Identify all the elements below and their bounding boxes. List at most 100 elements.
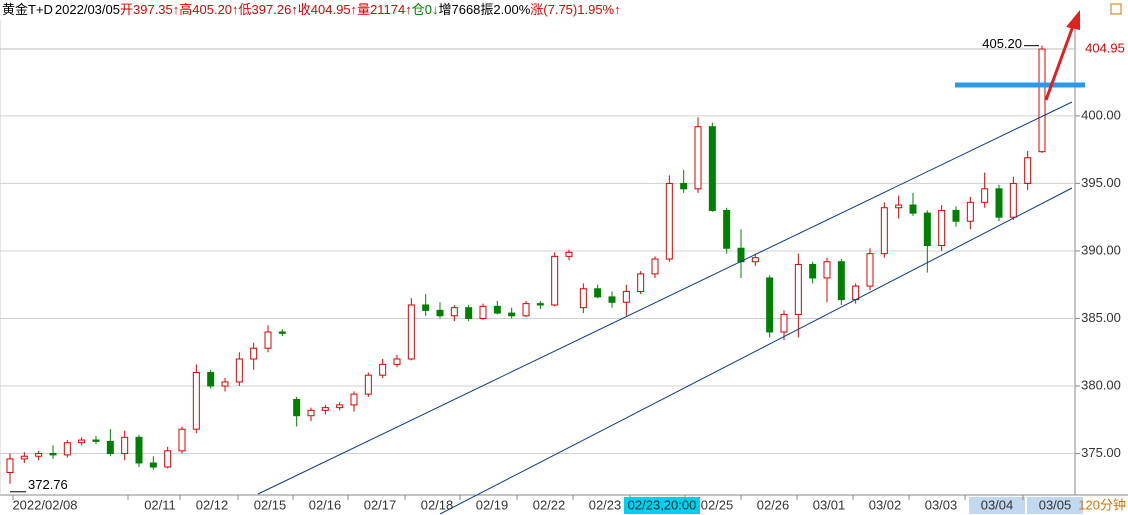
candle-body bbox=[1024, 157, 1032, 184]
period-label: 120分钟 bbox=[1078, 497, 1126, 512]
last-price-label: 404.95 bbox=[1085, 40, 1125, 55]
header-item: 开397.35↑ bbox=[120, 2, 179, 17]
candle-body bbox=[1009, 182, 1017, 218]
grid: 375.00 380.00 385.00 390.00 395.00 400.00 404.… bbox=[0, 40, 1125, 460]
channel-upper bbox=[257, 101, 1073, 495]
header-item: 仓0↓ bbox=[412, 2, 439, 17]
y-tick-label: 395.00 bbox=[1081, 175, 1121, 190]
candle-body bbox=[880, 207, 888, 255]
candle-body bbox=[149, 462, 157, 468]
candle-body bbox=[895, 204, 903, 209]
candle-body bbox=[350, 393, 358, 406]
candle-body bbox=[422, 304, 430, 311]
candle-body bbox=[723, 209, 731, 249]
candle-body bbox=[866, 253, 874, 287]
candle-body bbox=[594, 288, 602, 298]
candle-body bbox=[49, 453, 57, 456]
x-tick-label: 2022/02/08 bbox=[12, 497, 77, 512]
candle-body bbox=[522, 303, 530, 317]
y-tick-label: 390.00 bbox=[1081, 242, 1121, 257]
x-tick-label: 02/22 bbox=[533, 497, 566, 512]
y-tick-label: 385.00 bbox=[1081, 310, 1121, 325]
y-tick-label: 380.00 bbox=[1081, 377, 1121, 392]
x-tick-label: 02/18 bbox=[421, 497, 454, 512]
x-tick-label: 03/04 bbox=[981, 497, 1014, 512]
x-tick-label: 03/02 bbox=[869, 497, 902, 512]
header: 黄金T+D 2022/03/05开397.35↑高405.20↑低397.26↑收… bbox=[2, 2, 621, 17]
candle-body bbox=[479, 305, 487, 319]
x-tick-label: 02/23,20:00 bbox=[628, 497, 697, 512]
header-item: 振2.00% bbox=[480, 2, 530, 17]
x-tick-label: 02/26 bbox=[757, 497, 790, 512]
candle-body bbox=[364, 374, 372, 395]
candle-body bbox=[63, 442, 71, 456]
candle-body bbox=[6, 458, 14, 473]
candle-body bbox=[493, 305, 501, 314]
header-item: 高405.20↑ bbox=[179, 2, 238, 17]
candle-body bbox=[121, 436, 129, 455]
header-item: 黄金T+D bbox=[2, 2, 53, 17]
candle-body bbox=[336, 404, 344, 409]
candle-body bbox=[379, 363, 387, 376]
x-tick-label: 02/17 bbox=[364, 497, 397, 512]
candle-body bbox=[665, 182, 673, 260]
x-tick-label: 02/16 bbox=[309, 497, 342, 512]
candle-body bbox=[178, 428, 186, 452]
arrow-head bbox=[1066, 10, 1080, 30]
x-tick-label: 03/05 bbox=[1039, 497, 1072, 512]
y-tick-label: 400.00 bbox=[1081, 107, 1121, 122]
candle-body bbox=[207, 372, 215, 387]
candle-body bbox=[923, 212, 931, 247]
header-text: 黄金T+D 2022/03/05开397.35↑高405.20↑低397.26↑收… bbox=[2, 2, 621, 17]
header-item: 收404.95↑ bbox=[298, 2, 357, 17]
high-label: 405.20 bbox=[982, 36, 1022, 51]
corner-icon[interactable] bbox=[1110, 3, 1122, 15]
candle-body bbox=[579, 288, 587, 309]
candle-body bbox=[293, 399, 301, 417]
candle-body bbox=[1038, 48, 1046, 153]
x-highlight bbox=[969, 497, 1025, 514]
candle-body bbox=[192, 372, 200, 430]
y-tick-label: 375.00 bbox=[1081, 445, 1121, 460]
candle-body bbox=[393, 358, 401, 365]
x-axis: 2022/02/08 02/11 02/12 02/15 02/16 02/17 02/18… bbox=[12, 495, 1126, 514]
header-item: 量21174↑ bbox=[357, 2, 412, 17]
candle-body bbox=[536, 303, 544, 306]
x-tick-label: 03/01 bbox=[813, 497, 846, 512]
candle-body bbox=[637, 273, 645, 292]
candle-body bbox=[164, 450, 172, 468]
candle-body bbox=[307, 409, 315, 417]
x-tick-label: 02/23 bbox=[589, 497, 622, 512]
candle-body bbox=[78, 439, 86, 444]
header-item: 低397.26↑ bbox=[239, 2, 298, 17]
candle-body bbox=[966, 201, 974, 222]
candle-body bbox=[436, 309, 444, 317]
x-highlight bbox=[1027, 497, 1083, 514]
candle-body bbox=[809, 263, 817, 279]
x-tick-label: 02/12 bbox=[196, 497, 229, 512]
candle-body bbox=[135, 436, 143, 464]
candle-body bbox=[551, 255, 559, 306]
candle-body bbox=[651, 258, 659, 275]
candle-body bbox=[92, 439, 100, 442]
candle-body bbox=[235, 358, 243, 383]
candle-body bbox=[321, 407, 329, 411]
candle-body bbox=[680, 182, 688, 190]
candle-body bbox=[694, 126, 702, 190]
candle-body bbox=[608, 296, 616, 303]
x-highlight bbox=[624, 497, 700, 514]
x-tick-label: 02/25 bbox=[701, 497, 734, 512]
candle-body bbox=[938, 209, 946, 247]
candle-body bbox=[737, 247, 745, 263]
candle-body bbox=[20, 455, 28, 460]
candle-body bbox=[450, 307, 458, 317]
candle-body bbox=[852, 285, 860, 301]
header-item: 涨(7.75)1.95%↑ bbox=[530, 2, 620, 17]
candle-body bbox=[952, 209, 960, 222]
candle-body bbox=[407, 304, 415, 360]
x-tick-label: 02/11 bbox=[144, 497, 176, 512]
candle-body bbox=[794, 263, 802, 315]
candle-body bbox=[35, 453, 43, 457]
